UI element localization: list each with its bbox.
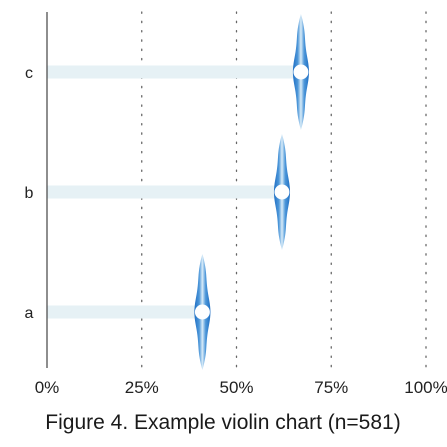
- x-tick-label: 0%: [35, 378, 60, 397]
- range-bar-a: [47, 306, 202, 319]
- median-marker-c: [293, 65, 308, 80]
- range-bar-b: [47, 186, 282, 199]
- x-tick-label: 25%: [125, 378, 159, 397]
- x-tick-label: 50%: [219, 378, 253, 397]
- category-label-c: c: [25, 65, 33, 82]
- x-tick-labels: 0% 25% 50% 75% 100%: [35, 378, 447, 397]
- category-label-b: b: [25, 185, 34, 202]
- x-tick-label: 75%: [314, 378, 348, 397]
- category-label-a: a: [25, 305, 34, 322]
- median-marker-a: [195, 305, 210, 320]
- x-tick-label: 100%: [404, 378, 447, 397]
- range-bars: [47, 66, 301, 319]
- chart-title: Figure 4. Example violin chart (n=581): [45, 411, 400, 434]
- range-bar-c: [47, 66, 301, 79]
- median-marker-b: [274, 185, 289, 200]
- category-labels: a b c: [25, 65, 34, 322]
